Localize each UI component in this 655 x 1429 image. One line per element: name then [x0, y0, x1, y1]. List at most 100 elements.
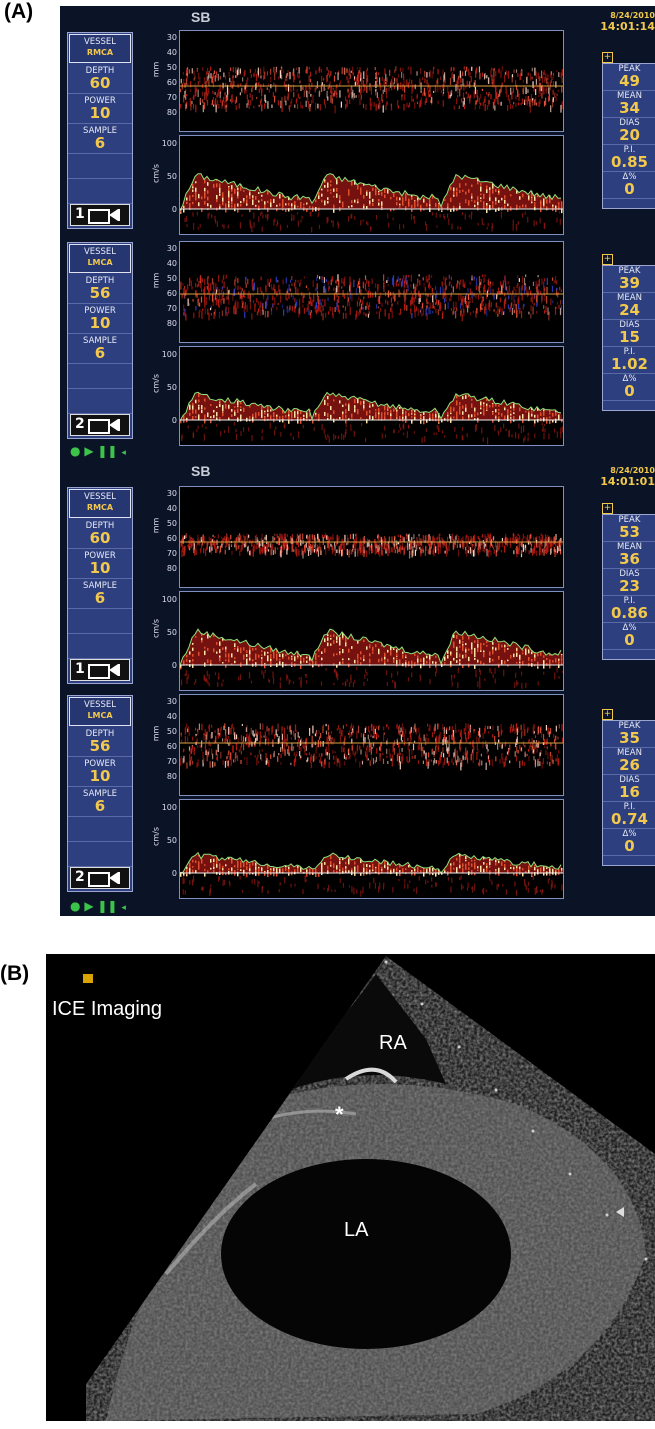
mm-axis-label: mm [151, 272, 161, 289]
play-icon[interactable]: ▶ [84, 899, 94, 913]
probe-selector[interactable]: 1 [70, 204, 130, 226]
velocity-tick-label: 100 [161, 803, 177, 812]
section-header: SB [191, 9, 211, 25]
depth-field[interactable]: DEPTH 56 [68, 274, 132, 304]
vessel-field[interactable]: VESSEL RMCA [69, 34, 131, 63]
mm-tick-label: 60 [166, 742, 177, 751]
power-field[interactable]: POWER 10 [68, 757, 132, 787]
mm-tick-label: 50 [166, 727, 177, 736]
asterisk-marker: * [335, 1102, 344, 1127]
mm-tick-label: 40 [166, 259, 177, 268]
probe-icon [88, 209, 110, 224]
power-field[interactable]: POWER 10 [68, 94, 132, 124]
stat-label: PEAK [618, 721, 641, 731]
mm-tick-label: 30 [166, 33, 177, 42]
tcd-monitor-screen: SB 8/24/2010 14:01:14 VESSEL RMCA DEPTH … [60, 6, 655, 916]
stat-field: Δ% 0 [603, 172, 655, 199]
logo-icon [83, 974, 93, 983]
add-icon[interactable]: + [602, 254, 613, 265]
time: 14:01:14 [600, 20, 655, 33]
probe-selector[interactable]: 1 [70, 659, 130, 681]
mm-tick-label: 70 [166, 549, 177, 558]
volume-icon[interactable]: ◂ [121, 448, 126, 458]
stat-value: 0 [624, 180, 635, 198]
depth-field[interactable]: DEPTH 60 [68, 64, 132, 94]
mm-tick-label: 50 [166, 274, 177, 283]
depth-field[interactable]: DEPTH 56 [68, 727, 132, 757]
sample-field[interactable]: SAMPLE 6 [68, 124, 132, 154]
add-icon[interactable]: + [602, 503, 613, 514]
mm-tick-label: 30 [166, 697, 177, 706]
mm-tick-label: 40 [166, 48, 177, 57]
velocity-tick-label: 0 [171, 205, 177, 214]
vessel-field[interactable]: VESSEL LMCA [69, 244, 131, 273]
play-icon[interactable]: ▶ [84, 444, 94, 458]
stat-value: 1.02 [610, 355, 648, 373]
sample-field[interactable]: SAMPLE 6 [68, 787, 132, 817]
stat-field: PEAK 39 [603, 266, 655, 293]
timestamp: 8/24/2010 14:01:14 [600, 11, 655, 33]
mm-tick-label: 30 [166, 489, 177, 498]
probe-number: 1 [75, 661, 85, 677]
stat-field: DIAS 23 [603, 569, 655, 596]
mm-axis-label: mm [151, 61, 161, 78]
mmode-display [179, 30, 564, 132]
power-field[interactable]: POWER 10 [68, 304, 132, 334]
velocity-tick-label: 0 [171, 416, 177, 425]
probe-selector[interactable]: 2 [70, 414, 130, 436]
stat-value: 34 [619, 99, 640, 117]
vessel-field[interactable]: VESSEL RMCA [69, 489, 131, 518]
velocity-axis-label: cm/s [151, 373, 161, 394]
spectral-display [179, 799, 564, 899]
mmode-display [179, 241, 564, 343]
record-icon[interactable]: ● [70, 444, 81, 458]
mm-tick-label: 40 [166, 712, 177, 721]
depth-field[interactable]: DEPTH 60 [68, 519, 132, 549]
mm-tick-label: 50 [166, 519, 177, 528]
ice-ultrasound-image: ICE Imaging RA LA * [46, 954, 655, 1421]
channel-settings-box: VESSEL LMCA DEPTH 56 POWER 10 SAMPLE 6 2 [67, 695, 133, 892]
volume-icon[interactable]: ◂ [121, 903, 126, 913]
stats-box: PEAK 39 MEAN 24 DIAS 15 P.I. 1.02 Δ% 0 [602, 265, 655, 411]
channel-settings-box: VESSEL RMCA DEPTH 60 POWER 10 SAMPLE 6 1 [67, 487, 133, 684]
record-icon[interactable]: ● [70, 899, 81, 913]
velocity-tick-label: 100 [161, 595, 177, 604]
power-field[interactable]: POWER 10 [68, 549, 132, 579]
channel-settings-box: VESSEL RMCA DEPTH 60 POWER 10 SAMPLE 6 1 [67, 32, 133, 229]
mmode-display [179, 486, 565, 588]
stat-value: 23 [619, 577, 640, 595]
playback-controls[interactable]: ● ▶ ❚❚ ◂ [70, 899, 126, 913]
playback-controls[interactable]: ● ▶ ❚❚ ◂ [70, 444, 126, 458]
spectral-display [179, 346, 564, 446]
stat-field: PEAK 35 [603, 721, 655, 748]
stat-value: 26 [619, 756, 640, 774]
probe-number: 2 [75, 869, 85, 885]
pause-icon[interactable]: ❚❚ [97, 444, 118, 458]
stat-value: 0.74 [610, 810, 648, 828]
stat-value: 0.86 [610, 604, 648, 622]
mm-tick-label: 70 [166, 304, 177, 313]
stat-field: DIAS 16 [603, 775, 655, 802]
probe-icon [88, 664, 110, 679]
stat-value: 20 [619, 126, 640, 144]
mm-tick-label: 40 [166, 504, 177, 513]
stat-label: DIAS [619, 775, 640, 785]
sample-field[interactable]: SAMPLE 6 [68, 579, 132, 609]
mm-tick-label: 80 [166, 108, 177, 117]
probe-selector[interactable]: 2 [70, 867, 130, 889]
time: 14:01:01 [600, 475, 655, 488]
add-icon[interactable]: + [602, 709, 613, 720]
velocity-tick-label: 50 [166, 836, 177, 845]
stat-field: PEAK 53 [603, 515, 655, 542]
stat-field: MEAN 24 [603, 293, 655, 320]
probe-number: 1 [75, 206, 85, 222]
mm-tick-label: 80 [166, 564, 177, 573]
vessel-field[interactable]: VESSEL LMCA [69, 697, 131, 726]
add-icon[interactable]: + [602, 52, 613, 63]
stat-field: DIAS 15 [603, 320, 655, 347]
stat-label: MEAN [617, 293, 642, 303]
pause-icon[interactable]: ❚❚ [97, 899, 118, 913]
probe-icon [88, 872, 110, 887]
stat-label: P.I. [623, 145, 636, 155]
sample-field[interactable]: SAMPLE 6 [68, 334, 132, 364]
